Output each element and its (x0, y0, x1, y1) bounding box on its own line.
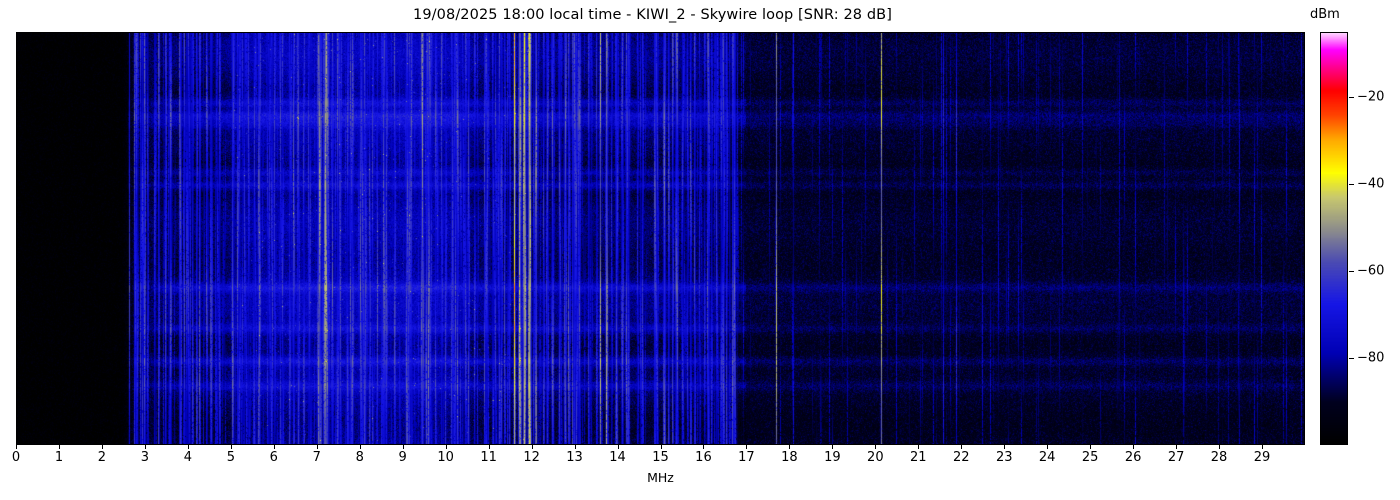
colorbar-tick-mark (1349, 358, 1354, 360)
colorbar-tick-mark (1349, 271, 1354, 273)
x-tick-label: 18 (781, 450, 798, 465)
x-tick-mark (918, 445, 920, 449)
x-tick-mark (144, 445, 146, 449)
x-tick-mark (316, 445, 318, 449)
x-tick-label: 16 (695, 450, 712, 465)
x-tick-mark (402, 445, 404, 449)
x-tick-label: 7 (312, 450, 321, 465)
x-tick-label: 28 (1210, 450, 1228, 465)
spectrogram-plot[interactable] (16, 32, 1305, 445)
x-tick-mark (488, 445, 490, 449)
x-tick-mark (273, 445, 275, 449)
x-tick-label: 15 (652, 450, 669, 465)
colorbar-tick-mark (1349, 184, 1354, 186)
x-tick-label: 8 (355, 450, 364, 465)
x-tick-label: 6 (269, 450, 278, 465)
x-tick-label: 23 (995, 450, 1013, 465)
x-tick-label: 1 (54, 450, 64, 465)
x-tick-label: 19 (824, 450, 841, 465)
x-tick-label: 17 (738, 450, 755, 465)
x-tick-mark (1047, 445, 1049, 449)
x-tick-mark (703, 445, 705, 449)
colorbar-title: dBm (1310, 7, 1340, 22)
x-tick-label: 14 (609, 450, 626, 465)
page-title: 19/08/2025 18:00 local time - KIWI_2 - S… (413, 7, 892, 23)
x-tick-mark (187, 445, 189, 449)
colorbar (1320, 32, 1348, 445)
x-tick-label: 0 (11, 450, 21, 465)
x-tick-label: 26 (1124, 450, 1142, 465)
colorbar-gradient (1321, 33, 1347, 444)
x-tick-mark (1133, 445, 1135, 449)
x-tick-label: 11 (480, 450, 497, 465)
x-tick-mark (16, 445, 17, 449)
colorbar-tick-label: −20 (1357, 89, 1385, 105)
x-tick-label: 22 (952, 450, 970, 465)
x-tick-mark (359, 445, 361, 449)
x-tick-mark (832, 445, 834, 449)
spectrogram-canvas (17, 33, 1304, 444)
x-tick-mark (1219, 445, 1221, 449)
x-tick-mark (1262, 445, 1264, 449)
x-tick-label: 13 (566, 450, 583, 465)
x-tick-mark (875, 445, 877, 449)
x-axis: 0 1 2 3 4 5 6 7 8 9 10 11 12 13 14 15 16 17 18 19 20 21 22 23 24… (12, 445, 1305, 475)
x-axis-label: MHz (647, 470, 674, 485)
x-tick-label: 27 (1167, 450, 1185, 465)
x-tick-mark (531, 445, 533, 449)
colorbar-tick-label: −60 (1357, 263, 1385, 279)
x-tick-label: 9 (398, 450, 407, 465)
x-tick-mark (660, 445, 662, 449)
colorbar-tick-label: −40 (1357, 176, 1385, 192)
x-tick-label: 20 (867, 450, 884, 465)
x-tick-label: 24 (1038, 450, 1056, 465)
x-tick-label: 5 (226, 450, 235, 465)
x-tick-mark (230, 445, 232, 449)
x-tick-mark (58, 445, 60, 449)
x-tick-label: 4 (183, 450, 192, 465)
x-tick-mark (101, 445, 103, 449)
x-tick-label: 21 (910, 450, 927, 465)
x-tick-label: 29 (1253, 450, 1271, 465)
x-tick-mark (445, 445, 447, 449)
colorbar-tick-label: −80 (1357, 350, 1385, 366)
x-tick-label: 3 (140, 450, 150, 465)
x-tick-mark (961, 445, 963, 449)
x-tick-mark (1090, 445, 1092, 449)
x-tick-label: 12 (523, 450, 540, 465)
x-tick-mark (1176, 445, 1178, 449)
x-tick-mark (574, 445, 576, 449)
x-tick-label: 10 (437, 450, 454, 465)
x-tick-mark (789, 445, 791, 449)
x-tick-mark (1004, 445, 1006, 449)
colorbar-tick-mark (1349, 97, 1354, 99)
x-tick-label: 2 (97, 450, 107, 465)
x-tick-mark (746, 445, 748, 449)
x-tick-mark (617, 445, 619, 449)
x-tick-label: 25 (1081, 450, 1099, 465)
